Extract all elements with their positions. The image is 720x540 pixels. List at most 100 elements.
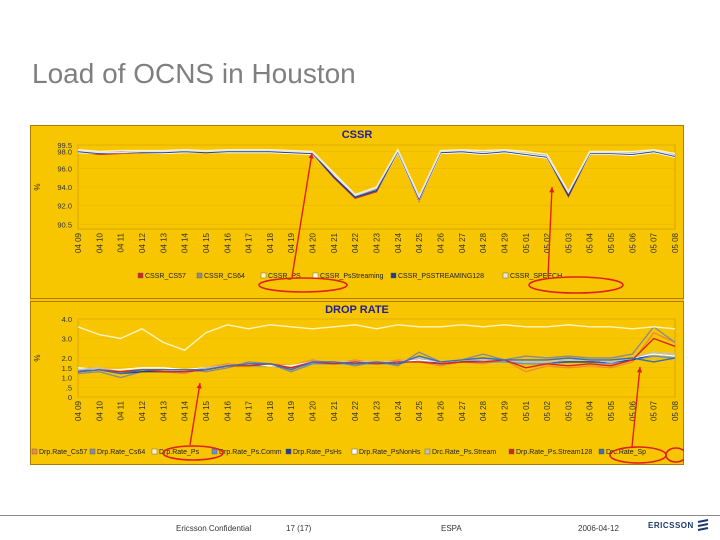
legend-swatch: [351, 448, 358, 455]
x-tick-label: 04 25: [415, 232, 424, 253]
x-tick-label: 04 26: [436, 400, 445, 421]
x-tick-label: 04 11: [117, 400, 126, 420]
x-tick-label: 04 15: [202, 400, 211, 421]
legend-swatch: [598, 448, 605, 455]
legend-label: CSSR_PS: [268, 273, 301, 280]
chart-frame: CSSR 99.5 98.0 96.0 94.0 92.0 90.5% 04 09 04 10 0…: [30, 125, 684, 465]
y-tick-label: 98.0: [57, 148, 72, 157]
footer-confidential: Ericsson Confidential: [176, 524, 252, 533]
annotation-arrow: [631, 366, 641, 448]
x-tick-label: 04 29: [500, 232, 509, 253]
legend-label: CSSR_CS57: [145, 273, 186, 280]
x-tick-label: 04 15: [202, 232, 211, 253]
x-tick-label: 04 25: [415, 400, 424, 421]
legend-swatch: [89, 448, 96, 455]
x-tick-label: 04 21: [330, 232, 339, 253]
y-tick-label: 90.5: [57, 220, 72, 229]
y-tick-label: 96.0: [57, 164, 72, 173]
x-tick-label: 04 24: [394, 232, 403, 253]
x-tick-label: 04 13: [159, 232, 168, 253]
x-tick-label: 04 12: [138, 232, 147, 253]
series-line: [77, 149, 676, 199]
annotation-arrowhead: [308, 153, 314, 159]
y-tick-label: 1.5: [62, 364, 72, 373]
x-tick-label: 04 18: [266, 232, 275, 253]
annotation-arrow: [189, 382, 201, 446]
legend-swatch: [211, 448, 218, 455]
x-tick-label: 04 17: [245, 232, 254, 253]
y-tick-label: 94.0: [57, 183, 72, 192]
x-tick-label: 04 22: [351, 400, 360, 421]
x-tick-label: 04 17: [245, 400, 254, 421]
legend-swatch: [390, 272, 397, 279]
legend-swatch: [424, 448, 431, 455]
y-tick-label: 1.0: [62, 374, 72, 383]
y-tick-label: 3.0: [62, 335, 72, 344]
x-tick-label: 05 05: [607, 400, 616, 421]
x-tick-label: 04 27: [458, 232, 467, 253]
y-axis-label: %: [33, 183, 42, 190]
x-tick-label: 04 09: [74, 232, 83, 253]
y-tick-label: 99.5: [57, 141, 72, 150]
footer-page-number: 17 (17): [286, 524, 312, 533]
x-tick-label: 05 05: [607, 232, 616, 253]
annotation-arrow: [547, 186, 553, 278]
x-tick-label: 04 16: [223, 232, 232, 253]
y-tick-label: 92.0: [57, 202, 72, 211]
series-line: [77, 149, 676, 201]
annotation-circle: [528, 276, 624, 294]
y-tick-label: 0: [68, 393, 72, 402]
x-tick-label: 05 03: [564, 232, 573, 253]
x-tick-label: 04 14: [181, 232, 190, 253]
legend-swatch: [196, 272, 203, 279]
panel-border: [30, 125, 684, 299]
footer: Ericsson Confidential 17 (17) ESPA 2006-…: [0, 512, 720, 540]
annotation-arrowhead: [636, 367, 643, 373]
legend-swatch: [151, 448, 158, 455]
legend-label: Drp.Rate_PsHs: [293, 449, 342, 456]
x-tick-label: 04 19: [287, 232, 296, 253]
x-tick-label: 04 16: [223, 400, 232, 421]
annotation-circle: [665, 447, 684, 463]
series-line: [77, 337, 676, 373]
x-tick-label: 04 23: [373, 232, 382, 253]
legend-label: Drp.Rate_Ps.Comm: [219, 449, 282, 456]
annotation-circle: [162, 445, 224, 461]
series-line: [77, 355, 676, 375]
annotation-arrowhead: [549, 187, 555, 193]
chart-canvas: CSSR 99.598.0 96.0 94.0 92.0 90.5% 04 09 04 10 0…: [30, 125, 684, 465]
x-tick-label: 04 28: [479, 400, 488, 421]
x-tick-label: 05 08: [671, 232, 680, 253]
x-tick-label: 04 10: [95, 400, 104, 421]
annotation-arrow: [291, 152, 313, 278]
x-tick-label: 04 11: [117, 232, 126, 252]
y-axis-label: %: [33, 354, 42, 361]
x-tick-label: 05 02: [543, 232, 552, 253]
legend-label: CSSR_PsStreaming: [320, 273, 384, 280]
x-tick-label: 05 06: [628, 400, 637, 421]
x-tick-label: 05 04: [586, 400, 595, 421]
x-tick-label: 05 01: [522, 232, 531, 253]
legend-label: Drc.Rate_Ps.Stream: [432, 449, 496, 456]
panel-border: [30, 301, 684, 465]
x-tick-label: 04 28: [479, 232, 488, 253]
x-tick-label: 04 21: [330, 400, 339, 421]
x-tick-label: 04 18: [266, 400, 275, 421]
x-tick-label: 04 20: [309, 232, 318, 253]
footer-department: ESPA: [441, 524, 462, 533]
legend-label: Drp.Rate_Ps: [159, 449, 200, 456]
x-tick-label: 04 29: [500, 400, 509, 421]
legend-swatch: [137, 272, 144, 279]
x-tick-label: 05 08: [671, 400, 680, 421]
legend-swatch: [508, 448, 515, 455]
legend-swatch: [312, 272, 319, 279]
annotation-circle: [258, 277, 348, 293]
x-tick-label: 05 02: [543, 400, 552, 421]
legend-swatch: [285, 448, 292, 455]
x-tick-label: 04 20: [309, 400, 318, 421]
series-line: [77, 324, 676, 351]
x-tick-label: 05 06: [628, 232, 637, 253]
ericsson-logo-text: ERICSSON: [648, 521, 694, 530]
legend-swatch: [502, 272, 509, 279]
y-tick-label: 2.0: [62, 354, 72, 363]
